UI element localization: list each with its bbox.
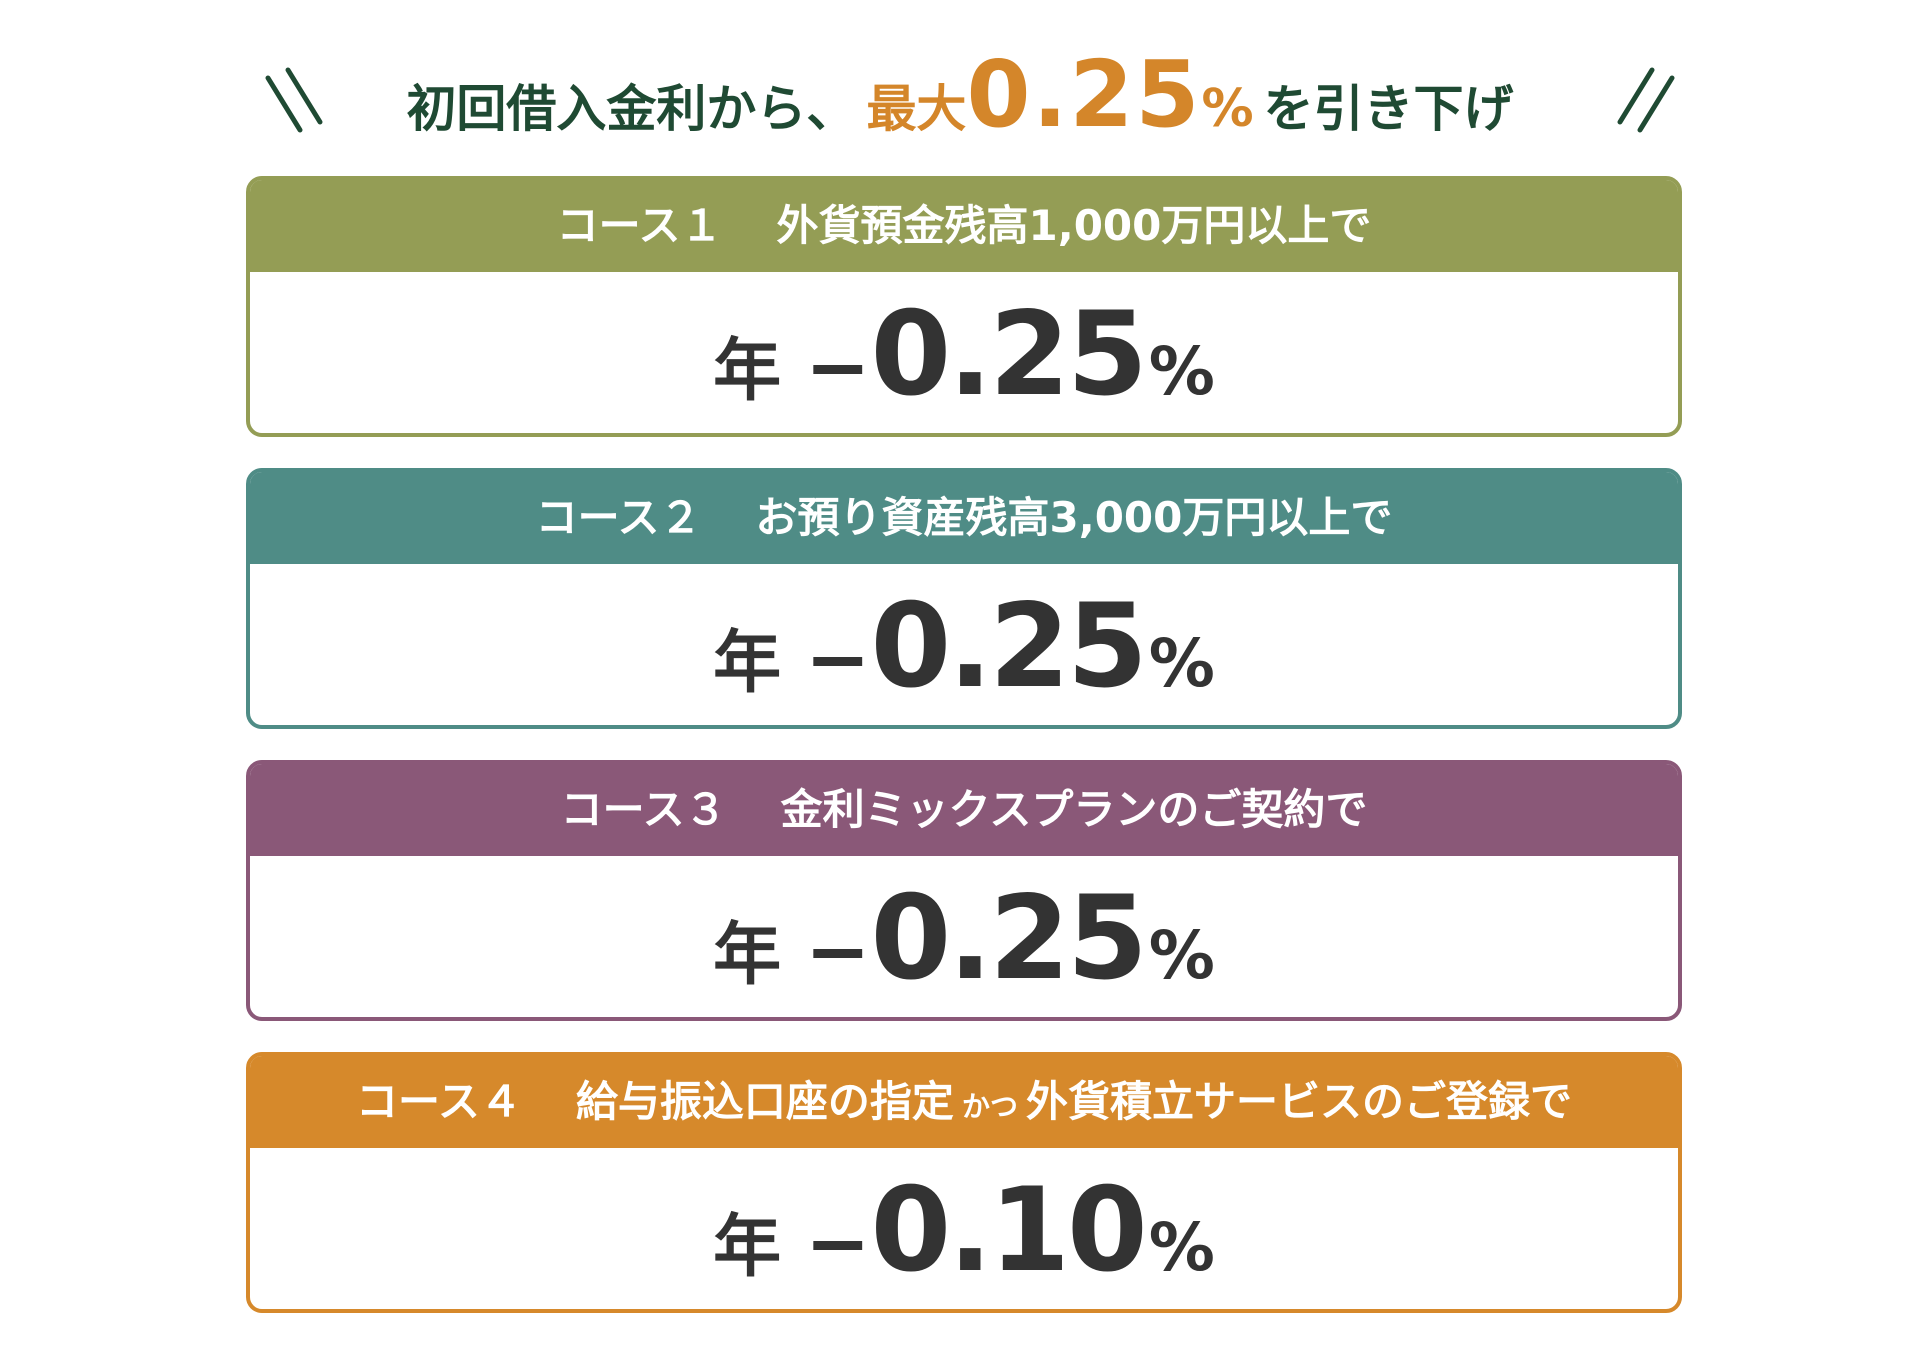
rate-prefix: 年 [713,332,782,411]
rate-row: 年 −0.25% [250,856,1678,1017]
rate-sign: − [805,1199,871,1289]
course-condition: 給与振込口座の指定 [575,1077,954,1126]
deco-slash [1637,75,1675,133]
course-condition: 金利ミックスプランのご契約で [780,785,1368,834]
course-header: コース２ お預り資産残高3,000万円以上で [250,472,1678,564]
rate-sign: − [805,907,871,997]
rate-sign: − [805,615,871,705]
course-label: コース３ [560,785,727,834]
header-decoration [265,67,1675,133]
rate-row: 年 −0.25% [250,272,1678,433]
deco-slash [265,75,303,133]
course-header: コース１ 外貨預金残高1,000万円以上で [250,180,1678,272]
rate-unit: % [1148,625,1215,702]
rate-value: 0.10 [870,1163,1148,1298]
course-condition: お預り資産残高3,000万円以上で [755,493,1393,542]
course-card: コース１ 外貨預金残高1,000万円以上で年 −0.25% [246,176,1682,437]
headline: 初回借入金利から、 最大0.25% を引き下げ [0,40,1920,150]
headline-max-value: 0.25 [966,41,1202,148]
rate-unit: % [1148,333,1215,410]
headline-max-label: 最大 [866,80,967,138]
rate-value: 0.25 [870,287,1148,422]
course-header: コース３ 金利ミックスプランのご契約で [250,764,1678,856]
headline-tail: を引き下げ [1263,80,1514,138]
rate-prefix: 年 [713,916,782,995]
course-card: コース２ お預り資産残高3,000万円以上で年 −0.25% [246,468,1682,729]
rate-unit: % [1148,917,1215,994]
course-card: コース４ 給与振込口座の指定 かつ 外貨積立サービスのご登録で年 −0.10% [246,1052,1682,1313]
rate-row: 年 −0.10% [250,1148,1678,1309]
course-label: コース１ [556,201,723,250]
course-card: コース３ 金利ミックスプランのご契約で年 −0.25% [246,760,1682,1021]
headline-max-unit: % [1201,79,1254,139]
course-condition: 外貨預金残高1,000万円以上で [776,201,1372,250]
course-label: コース４ [356,1077,522,1126]
rate-value: 0.25 [870,579,1148,714]
course-header: コース４ 給与振込口座の指定 かつ 外貨積立サービスのご登録で [250,1056,1678,1148]
rate-prefix: 年 [713,624,782,703]
course-label: コース２ [535,493,702,542]
rate-unit: % [1148,1209,1215,1286]
rate-prefix: 年 [713,1208,782,1287]
course-connector: かつ [961,1090,1018,1123]
rate-row: 年 −0.25% [250,564,1678,725]
course-condition-extra: 外貨積立サービスのご登録で [1025,1077,1572,1126]
rate-sign: − [805,323,871,413]
rate-value: 0.25 [870,871,1148,1006]
deco-slash [285,67,323,125]
deco-slash [1617,67,1655,125]
headline-lead: 初回借入金利から、 [406,80,857,138]
